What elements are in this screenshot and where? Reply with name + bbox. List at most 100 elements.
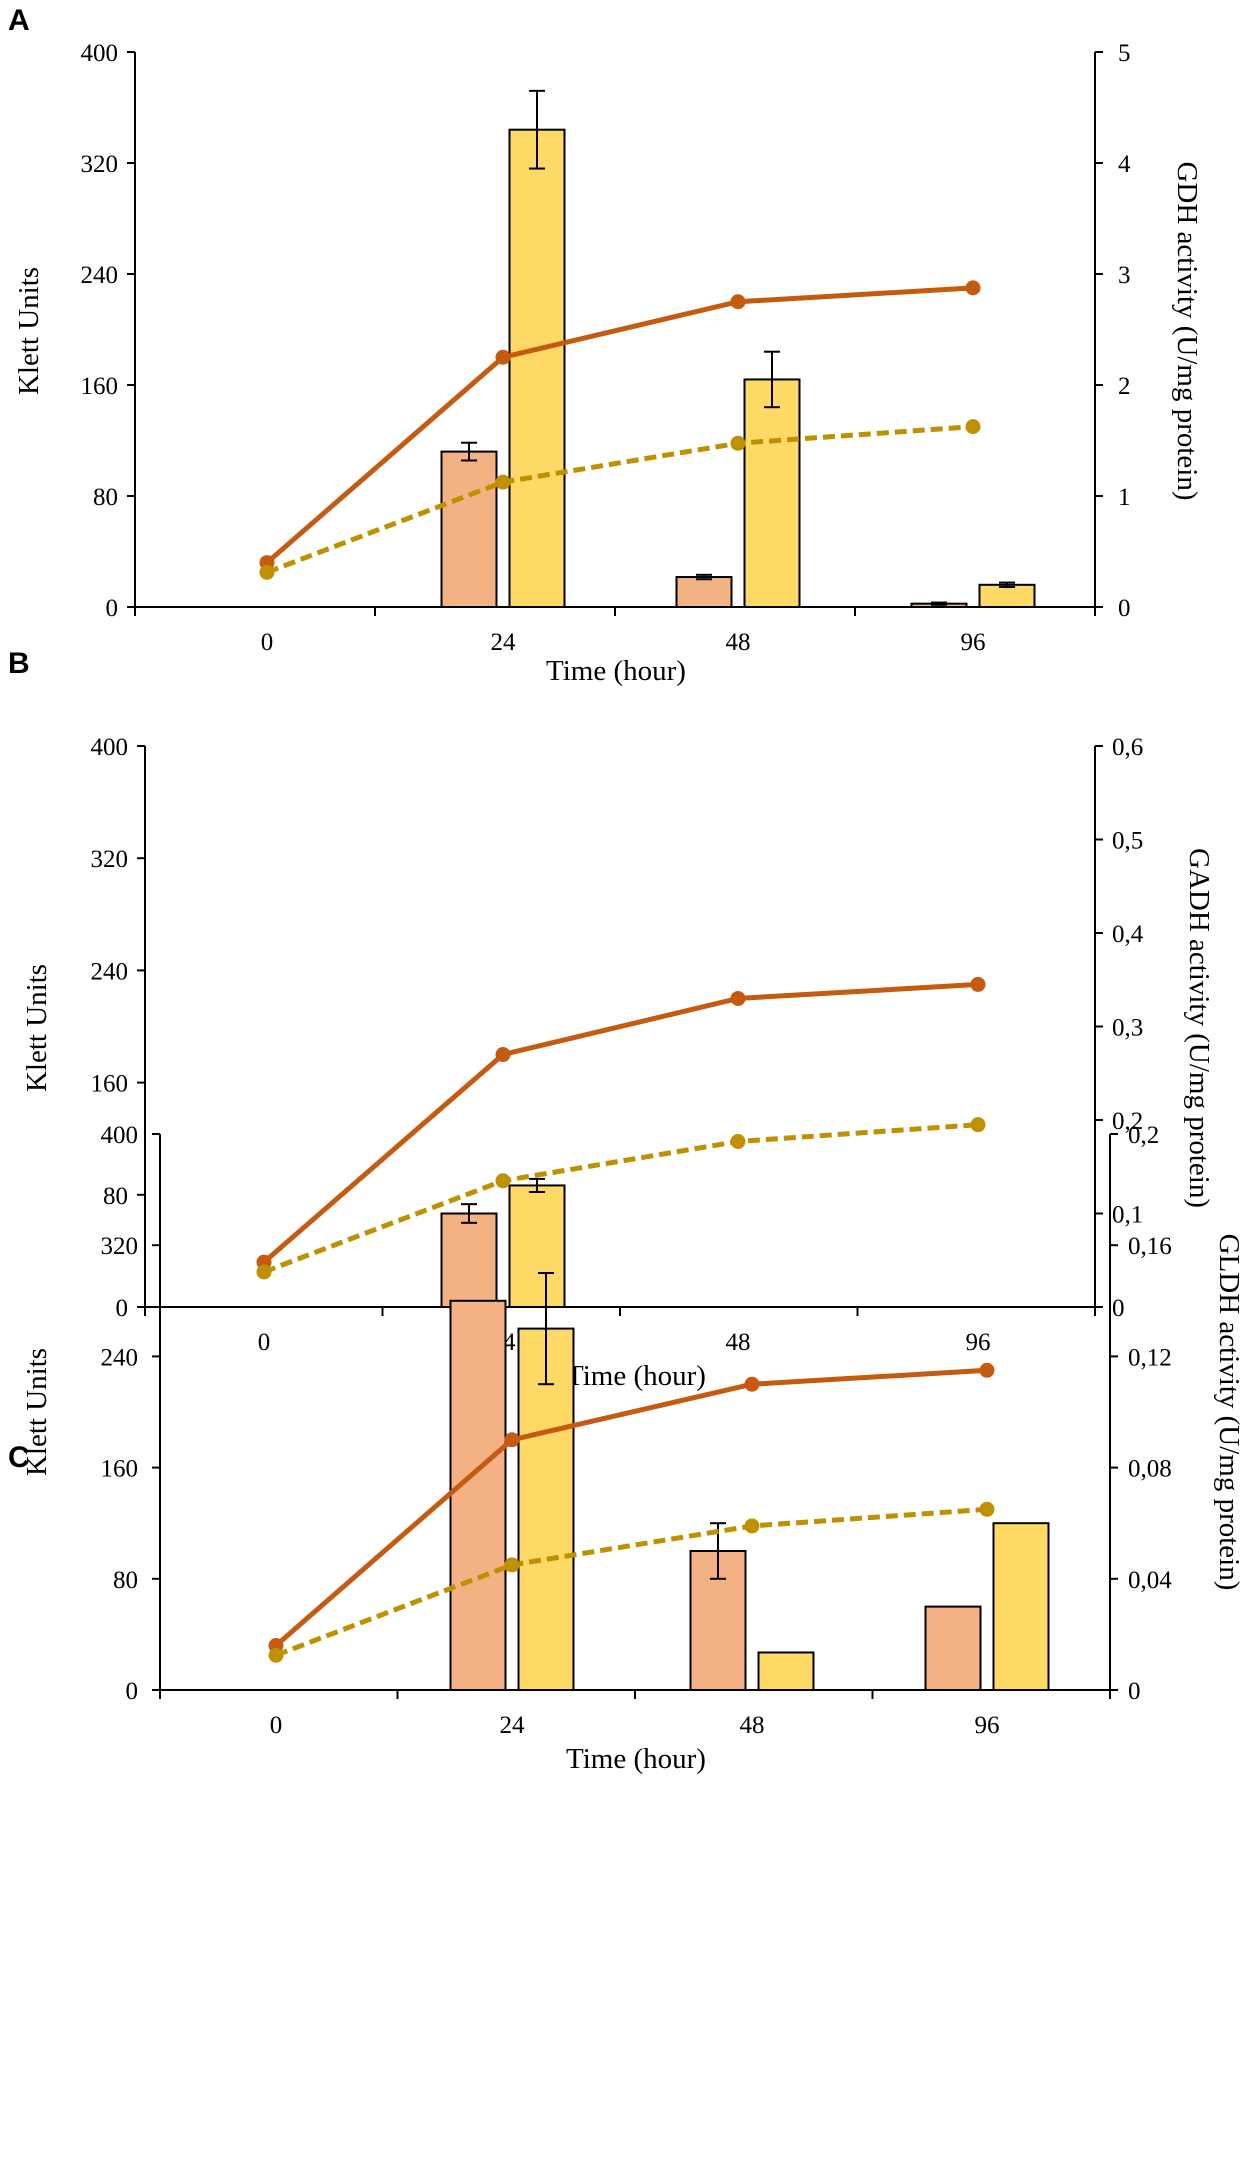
line-point — [259, 564, 275, 580]
y-axis-title: Klett Units — [21, 1348, 53, 1476]
line-point — [504, 1557, 520, 1573]
bar — [978, 583, 1036, 608]
line-point — [970, 1117, 986, 1133]
y-tick-label: 320 — [91, 846, 129, 873]
y-axis-title: Klett Units — [21, 964, 53, 1092]
y-tick-label: 0 — [116, 1295, 129, 1322]
line-point — [744, 1518, 760, 1534]
bar — [675, 576, 733, 609]
line-point — [268, 1647, 284, 1663]
x-tick-label: 48 — [726, 629, 751, 656]
line-series-2 — [275, 1506, 988, 1658]
line-point — [730, 435, 746, 451]
y2-axis-title: GLDH activity (U/mg protein) — [1213, 1234, 1245, 1591]
y-tick-label: 80 — [103, 1183, 128, 1210]
y2-tick-label: 0,04 — [1128, 1567, 1172, 1594]
line-series-2 — [263, 1122, 979, 1275]
x-axis-title: Time (hour) — [546, 655, 686, 687]
y2-axis-title: GDH activity (U/mg protein) — [1171, 161, 1203, 500]
x-tick-label: 24 — [491, 629, 517, 656]
line-series-1 — [274, 1367, 988, 1648]
x-tick-label: 0 — [258, 1329, 271, 1356]
y-axis-title: Klett Units — [13, 267, 45, 395]
x-axis-title: Time (hour) — [566, 1360, 706, 1392]
line-point — [256, 1264, 272, 1280]
line-point — [495, 474, 511, 490]
y2-tick-label: 0,1 — [1112, 1202, 1143, 1229]
y-tick-label: 400 — [101, 1122, 139, 1149]
y-tick-label: 80 — [113, 1567, 138, 1594]
line-series-1 — [262, 981, 979, 1265]
bar — [508, 128, 566, 608]
y-tick-label: 240 — [101, 1344, 139, 1371]
x-tick-label: 0 — [261, 629, 274, 656]
line-point — [744, 1376, 760, 1392]
y-tick-label: 0 — [126, 1678, 139, 1705]
y-tick-label: 240 — [81, 262, 119, 289]
x-tick-label: 48 — [740, 1712, 765, 1739]
chart-panel-b: B08016024032040000,10,20,30,40,50,602448… — [8, 647, 1215, 1392]
panel-letter: B — [8, 647, 30, 680]
line-point — [979, 1362, 995, 1378]
chart-panel-c: C 0 80 160 240 320 400 0 0,04 0,08 0,12 0,16 0,2 0 24 4… — [8, 1122, 1245, 1775]
y-tick-label: 240 — [91, 958, 129, 985]
y2-tick-label: 3 — [1118, 262, 1131, 289]
bar — [992, 1522, 1050, 1691]
y2-tick-label: 0,2 — [1112, 1108, 1143, 1135]
y2-tick-label: 0,4 — [1112, 921, 1144, 948]
y2-tick-label: 0,16 — [1128, 1233, 1172, 1260]
y2-tick-label: 0,12 — [1128, 1344, 1172, 1371]
y-tick-label: 160 — [101, 1456, 139, 1483]
y2-tick-label: 2 — [1118, 373, 1131, 400]
line-point — [504, 1432, 520, 1448]
chart-panel-a: A 0 80 160 240 320 400 0 1 2 3 4 5 0 24 48 96 Time (hour)… — [8, 4, 1203, 687]
x-tick-label: 24 — [500, 1712, 526, 1739]
line-point — [495, 1173, 511, 1189]
y2-axis-title: GADH activity (U/mg protein) — [1183, 848, 1215, 1208]
y-tick-label: 400 — [81, 40, 119, 67]
panel-letter: A — [8, 4, 30, 37]
x-tick-label: 0 — [270, 1712, 283, 1739]
y-tick-label: 400 — [91, 734, 129, 761]
bar — [743, 378, 801, 609]
line-point — [970, 976, 986, 992]
y-tick-label: 160 — [81, 373, 119, 400]
y2-tick-label: 0,2 — [1128, 1122, 1159, 1149]
y2-tick-label: 1 — [1118, 484, 1131, 511]
bar — [757, 1651, 815, 1691]
x-tick-label: 96 — [966, 1329, 991, 1356]
y2-tick-label: 0,5 — [1112, 828, 1143, 855]
bar — [924, 1605, 982, 1691]
line-series-1 — [265, 285, 974, 565]
panel-letter: C — [8, 1441, 30, 1474]
y2-tick-label: 0 — [1118, 595, 1131, 622]
bar — [449, 1299, 507, 1692]
y-tick-label: 320 — [81, 151, 119, 178]
line-point — [495, 349, 511, 365]
y2-tick-label: 5 — [1118, 40, 1131, 67]
line-series-2 — [266, 424, 974, 575]
y2-tick-label: 4 — [1118, 151, 1131, 178]
line-point — [965, 280, 981, 296]
x-axis-title: Time (hour) — [566, 1743, 706, 1775]
y2-tick-label: 0,3 — [1112, 1015, 1143, 1042]
y2-tick-label: 0 — [1112, 1295, 1125, 1322]
y-tick-label: 80 — [93, 484, 118, 511]
y-tick-label: 160 — [91, 1071, 129, 1098]
y2-tick-label: 0,08 — [1128, 1456, 1172, 1483]
line-point — [965, 419, 981, 435]
line-point — [979, 1501, 995, 1517]
line-point — [730, 294, 746, 310]
y-tick-label: 0 — [106, 595, 119, 622]
line-point — [730, 1134, 746, 1150]
x-tick-label: 96 — [975, 1712, 1000, 1739]
x-tick-label: 48 — [726, 1329, 751, 1356]
bar — [440, 1212, 498, 1308]
line-point — [730, 990, 746, 1006]
y-tick-label: 320 — [101, 1233, 139, 1260]
line-point — [495, 1047, 511, 1063]
bar — [508, 1184, 566, 1308]
y2-tick-label: 0 — [1128, 1678, 1141, 1705]
x-tick-label: 96 — [961, 629, 986, 656]
